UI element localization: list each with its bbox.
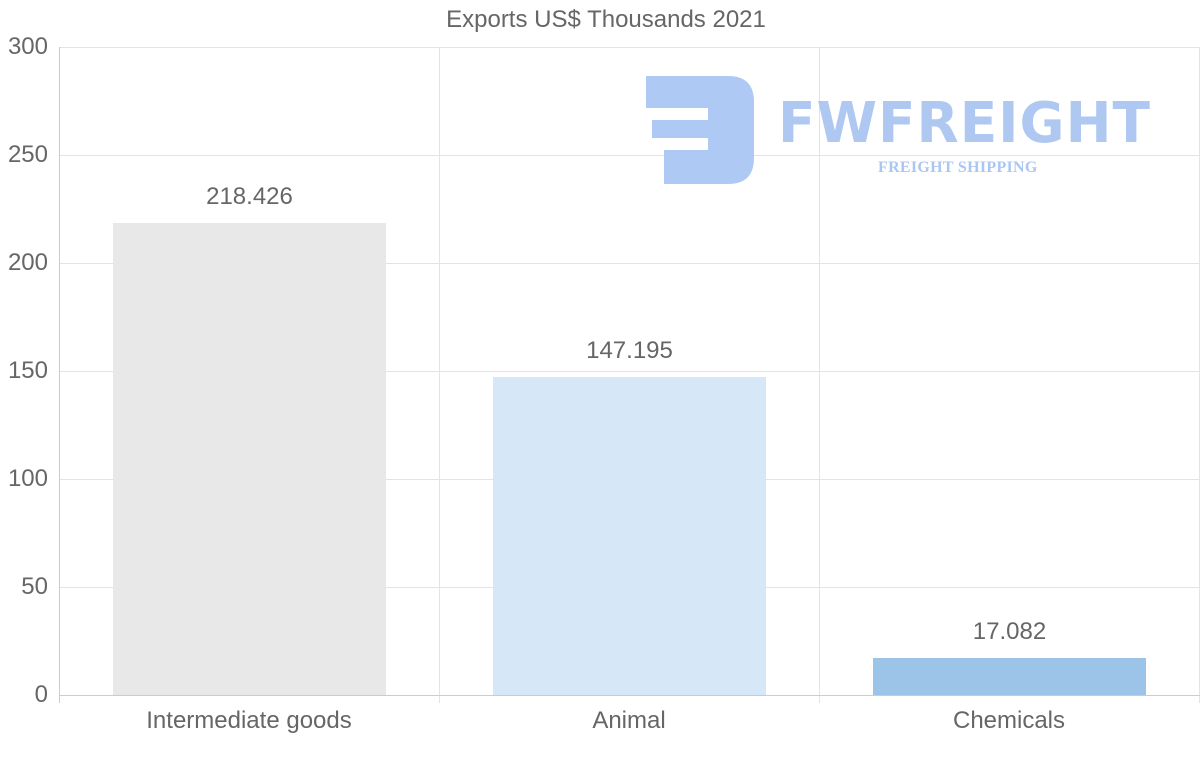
vgridline-1	[439, 47, 440, 703]
x-axis-line	[59, 695, 1200, 696]
y-tick-100: 100	[7, 465, 48, 492]
y-tick-150: 150	[7, 357, 48, 384]
y-tick-0: 0	[34, 681, 48, 708]
gridline-200	[59, 263, 1200, 264]
gridline-300	[59, 47, 1200, 48]
watermark-logo: FWFREIGHT FREIGHT SHIPPING	[646, 72, 1156, 192]
gridline-150	[59, 371, 1200, 372]
x-tick-chemicals: Chemicals	[952, 707, 1066, 734]
value-label-animal: 147.195	[586, 337, 673, 364]
gridline-250	[59, 155, 1200, 156]
value-label-chemicals: 17.082	[972, 618, 1047, 645]
y-tick-200: 200	[7, 249, 48, 276]
watermark-brand-text: FWFREIGHT	[778, 91, 1151, 156]
value-label-intermediate-goods: 218.426	[206, 183, 293, 210]
bar-intermediate-goods[interactable]	[113, 223, 386, 695]
x-tick-intermediate-goods: Intermediate goods	[146, 707, 352, 734]
x-tick-animal: Animal	[592, 707, 666, 734]
y-tick-300: 300	[7, 33, 48, 60]
y-tick-50: 50	[21, 573, 48, 600]
bar-chemicals[interactable]	[873, 658, 1146, 695]
bar-animal[interactable]	[493, 377, 766, 695]
fw-logo-icon	[646, 76, 754, 184]
chart-title: Exports US$ Thousands 2021	[446, 6, 766, 33]
y-tick-250: 250	[7, 141, 48, 168]
y-axis-line	[59, 47, 60, 703]
vgridline-2	[819, 47, 820, 703]
watermark-tagline: FREIGHT SHIPPING	[878, 159, 1038, 176]
